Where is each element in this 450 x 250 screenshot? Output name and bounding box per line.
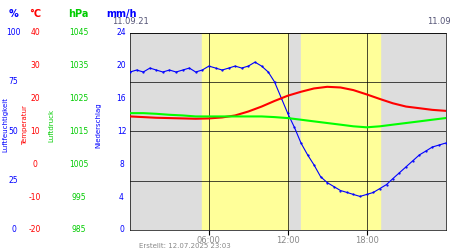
Text: 1015: 1015: [69, 127, 88, 136]
Text: 1035: 1035: [69, 61, 89, 70]
Text: 30: 30: [30, 61, 40, 70]
Text: Niederschlag: Niederschlag: [95, 102, 101, 148]
Text: 1025: 1025: [69, 94, 88, 103]
Text: 50: 50: [9, 127, 18, 136]
Text: 0: 0: [119, 226, 124, 234]
Text: 25: 25: [9, 176, 18, 185]
Text: hPa: hPa: [68, 9, 89, 19]
Text: 0: 0: [33, 160, 37, 169]
Text: Temperatur: Temperatur: [22, 105, 28, 145]
Bar: [301, 32, 380, 230]
Text: -10: -10: [29, 192, 41, 202]
Text: -20: -20: [29, 226, 41, 234]
Text: 4: 4: [119, 192, 124, 202]
Text: Luftfeuchtigkeit: Luftfeuchtigkeit: [2, 98, 9, 152]
Text: %: %: [9, 9, 18, 19]
Text: 1005: 1005: [69, 160, 89, 169]
Text: 0: 0: [11, 226, 16, 234]
Text: 20: 20: [117, 61, 126, 70]
Text: 10: 10: [30, 127, 40, 136]
Text: mm/h: mm/h: [106, 9, 137, 19]
Text: 995: 995: [72, 192, 86, 202]
Text: 20: 20: [30, 94, 40, 103]
Text: 24: 24: [117, 28, 126, 37]
Text: 985: 985: [72, 226, 86, 234]
Text: 40: 40: [30, 28, 40, 37]
Text: °C: °C: [29, 9, 41, 19]
Text: 8: 8: [119, 160, 124, 169]
Text: 75: 75: [9, 78, 18, 86]
Text: 100: 100: [6, 28, 21, 37]
Bar: [202, 32, 288, 230]
Text: Luftdruck: Luftdruck: [49, 108, 55, 142]
Text: 16: 16: [117, 94, 126, 103]
Text: Erstellt: 12.07.2025 23:03: Erstellt: 12.07.2025 23:03: [139, 243, 231, 249]
Text: 1045: 1045: [69, 28, 89, 37]
Text: 12: 12: [117, 127, 126, 136]
